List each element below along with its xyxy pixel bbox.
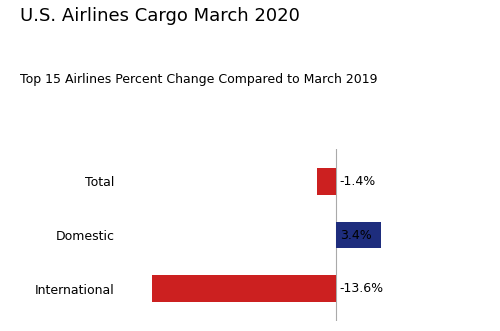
Text: 3.4%: 3.4% [340, 228, 372, 242]
Bar [152, 275, 336, 302]
Bar [336, 221, 382, 249]
Text: -13.6%: -13.6% [340, 282, 384, 295]
Bar [317, 168, 336, 195]
Text: Top 15 Airlines Percent Change Compared to March 2019: Top 15 Airlines Percent Change Compared … [20, 73, 378, 86]
Text: U.S. Airlines Cargo March 2020: U.S. Airlines Cargo March 2020 [20, 7, 300, 24]
Text: -1.4%: -1.4% [340, 175, 376, 188]
